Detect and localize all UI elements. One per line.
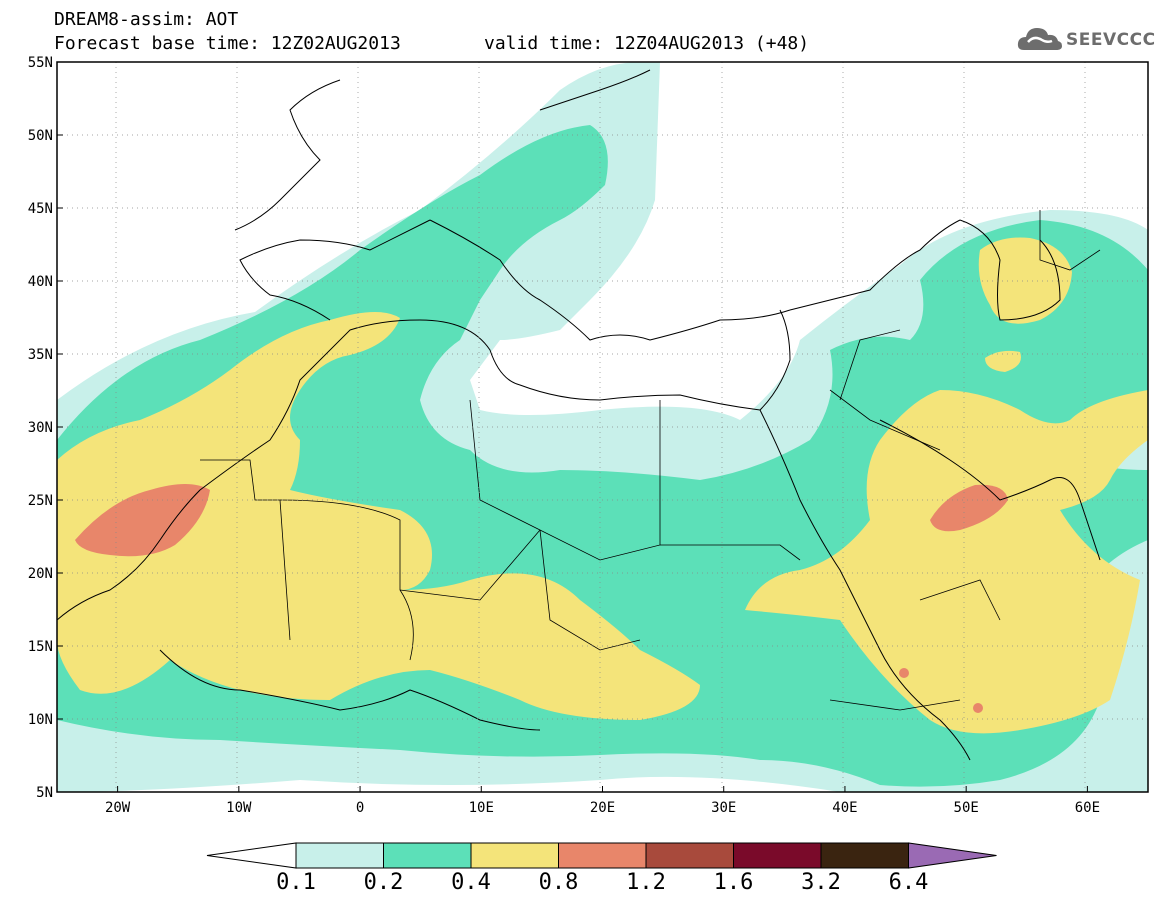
aot-field-0-4-iran <box>985 350 1021 372</box>
lon-label: 0 <box>356 800 364 816</box>
colorbar-level-label: 1.2 <box>626 870 666 895</box>
colorbar-over-arrow <box>908 842 997 869</box>
title-product: DREAM8-assim: AOT <box>54 9 239 30</box>
lon-label: 60E <box>1075 800 1100 816</box>
aot-field-0-8-yemen <box>899 668 909 678</box>
colorbar-segment <box>733 842 822 869</box>
colorbar-segment <box>383 842 472 869</box>
graticule <box>57 62 1148 792</box>
lon-label: 10W <box>226 800 252 816</box>
colorbar-segment <box>470 842 559 869</box>
colorbar-segment <box>295 842 384 869</box>
colorbar-level-label: 0.8 <box>538 870 579 895</box>
coastlines <box>57 69 1101 761</box>
colorbar-level-label: 6.4 <box>888 870 929 895</box>
lat-label: 30N <box>28 420 53 436</box>
colorbar-level-label: 3.2 <box>801 870 841 895</box>
lat-label: 5N <box>36 785 53 801</box>
lat-label: 55N <box>28 55 53 71</box>
title-valid-time: valid time: 12Z04AUG2013 (+48) <box>484 33 810 54</box>
borders <box>200 210 1101 711</box>
lon-label: 50E <box>954 800 979 816</box>
colorbar-segment <box>645 842 734 869</box>
aot-fields <box>57 62 1148 792</box>
aot-field-0-8-westsahara <box>75 484 210 557</box>
lat-label: 40N <box>28 274 53 290</box>
lon-label: 10E <box>469 800 494 816</box>
lon-label: 40E <box>832 800 857 816</box>
lat-label: 10N <box>28 712 53 728</box>
colorbar-level-label: 0.2 <box>363 870 404 895</box>
aot-field-0-8-gulf <box>930 484 1008 532</box>
lon-label: 20W <box>105 800 131 816</box>
title-base-time: Forecast base time: 12Z02AUG2013 <box>54 33 401 54</box>
colorbar-segment <box>820 842 909 869</box>
colorbar-segment <box>558 842 647 869</box>
lat-axis: 55N 50N 45N 40N 35N 30N 25N 20N 15N 10N 5N <box>28 55 63 801</box>
seevccc-logo <box>1016 22 1151 56</box>
colorbar-level-label: 0.4 <box>451 870 491 895</box>
colorbar-level-label: 0.1 <box>276 870 316 895</box>
aot-field-0-4-caspian <box>978 237 1072 324</box>
lat-label: 35N <box>28 347 53 363</box>
logo-text: SEEVCCC <box>1066 30 1156 50</box>
aot-field-0-4-east <box>745 390 1148 734</box>
lon-label: 30E <box>711 800 736 816</box>
lon-label: 20E <box>590 800 615 816</box>
lon-axis: 20W 10W 0 10E 20E 30E 40E 50E 60E <box>105 786 1100 816</box>
lat-label: 15N <box>28 639 53 655</box>
aot-field-0-8-somalia <box>973 703 983 713</box>
colorbar-level-label: 1.6 <box>713 870 754 895</box>
lat-label: 50N <box>28 128 53 144</box>
colorbar-under-arrow <box>206 842 297 869</box>
lat-label: 25N <box>28 493 53 509</box>
lat-label: 45N <box>28 201 53 217</box>
colorbar <box>206 842 997 869</box>
cloud-icon <box>1017 28 1062 50</box>
aot-field-0-4-west <box>57 311 700 720</box>
lat-label: 20N <box>28 566 53 582</box>
